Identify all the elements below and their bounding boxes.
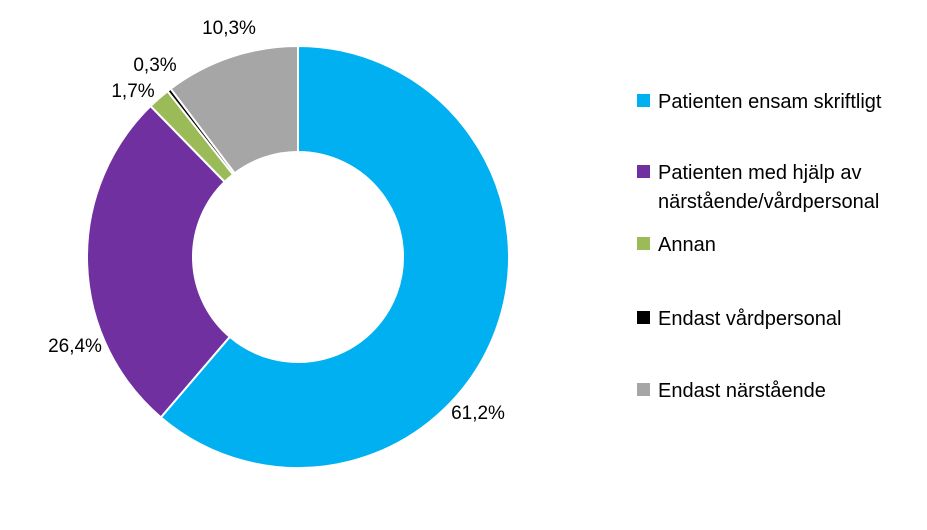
legend-label: Patienten med hjälp av [658, 162, 861, 184]
legend-item-patienten-ensam-skriftligt: Patienten ensam skriftligt [637, 91, 882, 113]
legend-swatch [637, 237, 650, 250]
donut-slices [85, 44, 510, 469]
slice-patienten-ensam-skriftligt [159, 44, 510, 469]
data-labels: 61,2% 26,4% 1,7% 0,3% 10,3% [48, 18, 505, 424]
legend-swatch [637, 165, 650, 178]
data-label-endast-narstaende: 10,3% [202, 18, 256, 39]
legend-item-annan: Annan [637, 234, 716, 256]
legend-item-endast-narstaende: Endast närstående [637, 380, 826, 402]
legend-item-patienten-med-hjalp-av-narstaende-vardpersonal: Patienten med hjälp av närstående/vårdper… [637, 162, 879, 213]
data-label-patienten-ensam-skriftligt: 61,2% [451, 403, 505, 424]
slice-patienten-med-hjalp-av-narstaende-vardpersonal [85, 104, 232, 419]
legend-label: Endast närstående [658, 380, 826, 402]
legend-swatch [637, 311, 650, 324]
legend-swatch [637, 94, 650, 107]
legend-label: Patienten ensam skriftligt [658, 91, 882, 113]
slice-endast-narstaende [169, 44, 299, 175]
legend: Patienten ensam skriftligt Patienten med … [637, 91, 882, 402]
data-label-patienten-med-hjalp-av-narstaende-vardpersonal: 26,4% [48, 336, 102, 357]
data-label-endast-vardpersonal: 0,3% [133, 55, 176, 76]
legend-label: Endast vårdpersonal [658, 308, 841, 330]
legend-label: Annan [658, 234, 716, 256]
legend-label: närstående/vårdpersonal [658, 191, 879, 213]
data-label-annan: 1,7% [111, 81, 154, 102]
legend-item-endast-vardpersonal: Endast vårdpersonal [637, 308, 841, 330]
legend-swatch [637, 383, 650, 396]
